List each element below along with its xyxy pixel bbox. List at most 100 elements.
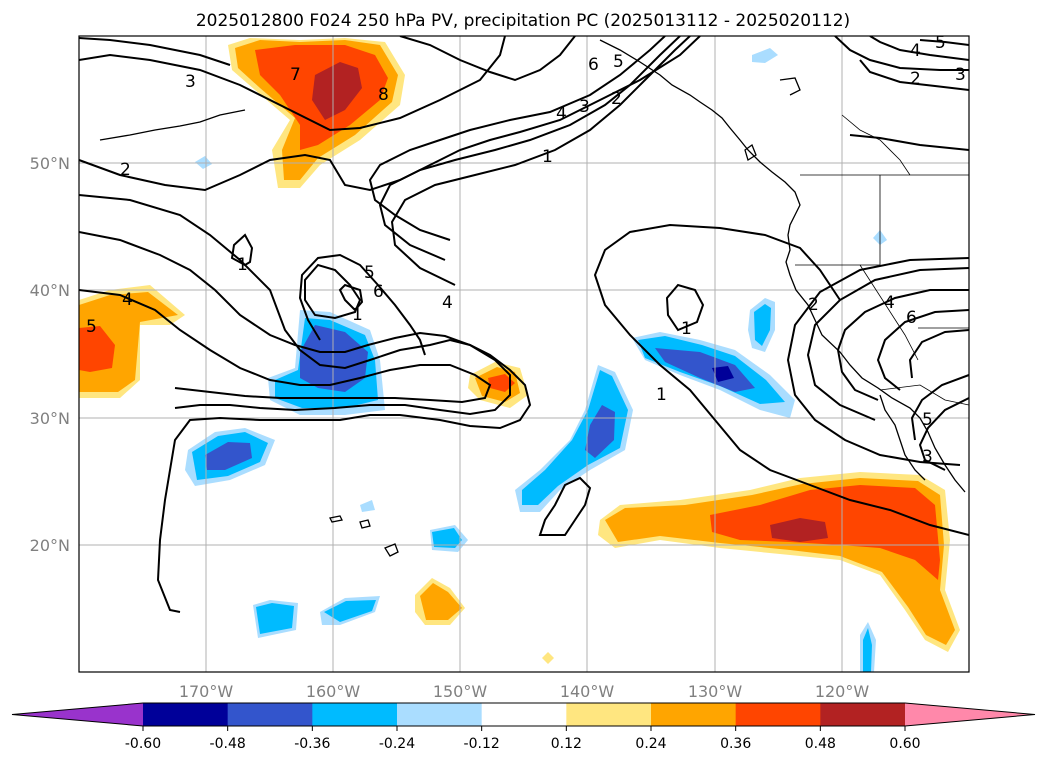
colorbar: -0.60 -0.48 -0.36 -0.24 -0.12 0.12 0.24 0.36 0.4… [11, 702, 1036, 752]
colorbar-tick-label: -0.48 [210, 736, 246, 752]
precip-negative-blob [522, 370, 628, 505]
contour-label: 3 [579, 97, 590, 117]
contour-labels: 3 2 1 4 5 7 8 5 6 1 4 1 4 3 2 6 5 1 1 2 … [86, 33, 966, 467]
colorbar-tick-label: -0.24 [379, 736, 415, 752]
pv-contour [806, 267, 969, 421]
precip-negative-blob [300, 325, 368, 392]
pv-contour [79, 231, 511, 416]
contour-label: 1 [352, 305, 363, 325]
pv-contour [665, 283, 705, 332]
colorbar-tick-label: 0.48 [805, 736, 836, 752]
pv-contour [298, 253, 426, 356]
precip-shading [79, 38, 960, 672]
lat-label: 40°N [30, 281, 70, 300]
coastline-alaska [599, 39, 966, 493]
colorbar-segment [143, 703, 229, 726]
contour-label: 5 [364, 263, 375, 283]
colorbar-tick-label: 0.12 [551, 736, 582, 752]
pv-contour [919, 39, 969, 46]
precip-positive-blob [770, 518, 828, 542]
map-frame [78, 35, 970, 673]
coastline-island [384, 543, 399, 557]
pv-contour [849, 134, 969, 151]
lon-label: 120°W [815, 682, 870, 701]
lat-label: 20°N [30, 536, 70, 555]
precip-negative-blob [205, 442, 252, 470]
coastline-islands [99, 109, 246, 141]
colorbar-segment [651, 703, 737, 726]
lat-axis-labels: 50°N 40°N 30°N 20°N [30, 154, 70, 555]
contour-label: 6 [588, 55, 599, 75]
colorbar-segment [566, 703, 652, 726]
contour-label: 4 [122, 290, 133, 310]
contour-label: 2 [808, 295, 819, 315]
colorbar-tick-label: 0.36 [720, 736, 751, 752]
contour-label: 7 [290, 65, 301, 85]
pv-contour [378, 36, 681, 261]
colorbar-tick-label: -0.36 [294, 736, 330, 752]
contour-label: 5 [86, 317, 97, 337]
colorbar-segment [481, 703, 567, 726]
lat-label: 30°N [30, 409, 70, 428]
pv-contours [79, 36, 969, 613]
precip-negative-blob [752, 48, 778, 63]
pv-contour [876, 309, 969, 391]
coastlines [99, 39, 966, 557]
pv-contour [338, 283, 364, 312]
coastline-island [329, 515, 343, 523]
precip-negative-blob [360, 500, 375, 512]
lon-label: 150°W [433, 682, 488, 701]
lat-label: 50°N [30, 154, 70, 173]
precip-positive-blob [542, 652, 554, 664]
pv-contour [368, 36, 666, 241]
colorbar-extend-low [12, 703, 143, 726]
pv-contour [869, 36, 969, 61]
pv-contour [79, 289, 492, 404]
map-area [79, 36, 969, 672]
contour-label: 1 [237, 255, 248, 275]
colorbar-segment [820, 703, 906, 726]
contour-label: 1 [656, 385, 667, 405]
pv-contour [859, 59, 969, 91]
pv-contour [79, 36, 701, 192]
precip-negative-blob [863, 628, 872, 672]
colorbar-tick-label: 0.60 [889, 736, 920, 752]
colorbar-segment [227, 703, 313, 726]
lon-label: 140°W [560, 682, 615, 701]
pv-contour [786, 257, 969, 466]
lon-axis-labels: 170°W 160°W 150°W 140°W 130°W 120°W [179, 682, 870, 701]
contour-label: 4 [442, 293, 453, 313]
contour-label: 3 [955, 65, 966, 85]
coastline-island [744, 143, 757, 162]
precip-positive-blob [79, 326, 115, 372]
coastline-island [779, 77, 801, 96]
contour-label: 8 [378, 85, 389, 105]
lon-label: 130°W [688, 682, 743, 701]
pv-contour [910, 374, 969, 441]
precip-negative-blob [432, 528, 462, 548]
pv-contour [390, 36, 691, 286]
border-us-states [859, 264, 919, 361]
precip-negative-blob [256, 603, 294, 634]
precip-negative-blob [655, 348, 755, 392]
colorbar-segment [312, 703, 398, 726]
contour-label: 5 [613, 52, 624, 72]
pv-contour [908, 329, 969, 379]
lon-label: 170°W [179, 682, 234, 701]
colorbar-segment [735, 703, 821, 726]
precip-negative-blob [712, 366, 734, 382]
pv-contour [399, 36, 576, 82]
contour-label: 2 [120, 160, 131, 180]
pv-contour [230, 233, 254, 267]
contour-label: 6 [373, 282, 384, 302]
contour-label: 1 [542, 147, 553, 167]
contour-label: 5 [935, 33, 946, 53]
border-alaska-canada [841, 114, 911, 176]
pv-contour [79, 194, 532, 613]
precip-positive-blob [420, 583, 462, 620]
contour-label: 2 [910, 69, 921, 89]
pv-contour [79, 37, 231, 66]
contour-label: 3 [185, 72, 196, 92]
precip-negative-blob [324, 600, 376, 622]
